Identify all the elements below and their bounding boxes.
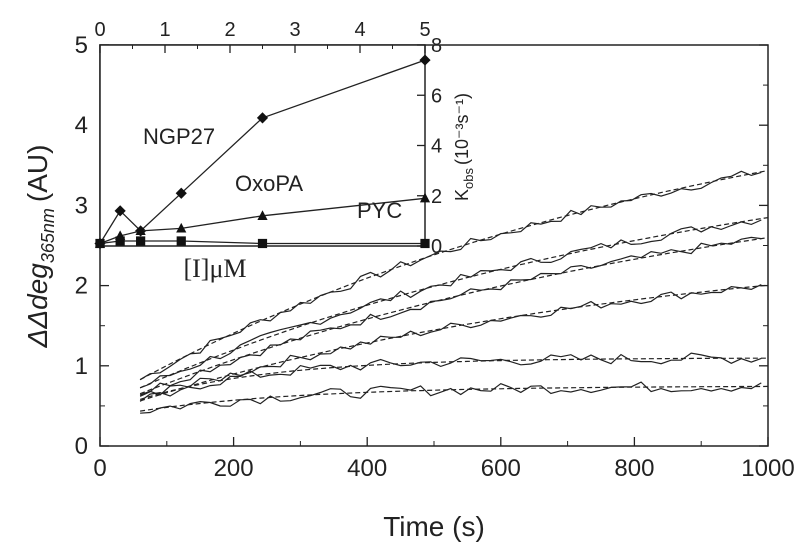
inset-square-point [177,236,186,245]
y-tick-label: 4 [75,112,88,139]
inset-y-axis-title: Kobs (10⁻³s⁻¹) [452,93,476,201]
y-axis-title-main: ΔΔdeg [22,263,53,349]
inset-plot: 0 1 2 3 4 5 0 2 4 6 8 [I]μM Kobs (10⁻³s⁻¹) NGP27 OxoPA P… [94,19,476,283]
y-tick-label: 1 [75,353,88,380]
fit-line-5 [140,358,768,399]
inset-y-axis-title-unit: (10⁻³s⁻¹) [452,93,472,165]
inset-x-tick-label: 3 [289,19,300,41]
inset-x-tick-label: 1 [159,19,170,41]
x-tick-label: 200 [214,455,254,482]
inset-series-label: NGP27 [143,124,215,149]
y-axis-title-unit: (AU) [22,145,53,203]
inset-y-axis-title-main: K [452,189,472,201]
inset-y-tick-label: 6 [431,85,442,107]
inset-series-label: PYC [357,198,402,223]
inset-x-axis-title: [I]μM [183,254,246,283]
inset-y-axis-title-sub: obs [461,168,476,189]
y-tick-label: 3 [75,192,88,219]
inset-square-point [95,239,104,248]
x-axis-title: Time (s) [383,511,485,542]
inset-square-point [136,236,145,245]
fit-line-4 [140,285,768,401]
trace-line-4 [140,285,761,402]
y-tick-label: 5 [75,32,88,59]
inset-y-tick-label: 0 [431,236,442,258]
y-axis-title-sub: 365nm [38,208,58,263]
inset-x-tick-label: 0 [94,19,105,41]
y-tick-label: 2 [75,273,88,300]
inset-square-point [420,239,429,248]
inset-series-label: OxoPA [235,171,303,196]
x-tick-label: 600 [481,455,521,482]
inset-y-tick-label: 4 [431,136,442,158]
inset-y-tick-label: 2 [431,186,442,208]
x-tick-label: 1000 [741,455,794,482]
inset-x-tick-label: 2 [224,19,235,41]
x-tick-label: 800 [614,455,654,482]
inset-square-point [258,239,267,248]
y-axis-title: ΔΔdeg365nm (AU) [22,145,58,349]
inset-x-tick-label: 4 [354,19,365,41]
x-tick-label: 400 [347,455,387,482]
inset-x-tick-label: 5 [419,19,430,41]
inset-square-point [116,236,125,245]
inset-y-tick-label: 8 [431,35,442,57]
x-tick-label: 0 [93,455,106,482]
y-tick-label: 0 [75,433,88,460]
